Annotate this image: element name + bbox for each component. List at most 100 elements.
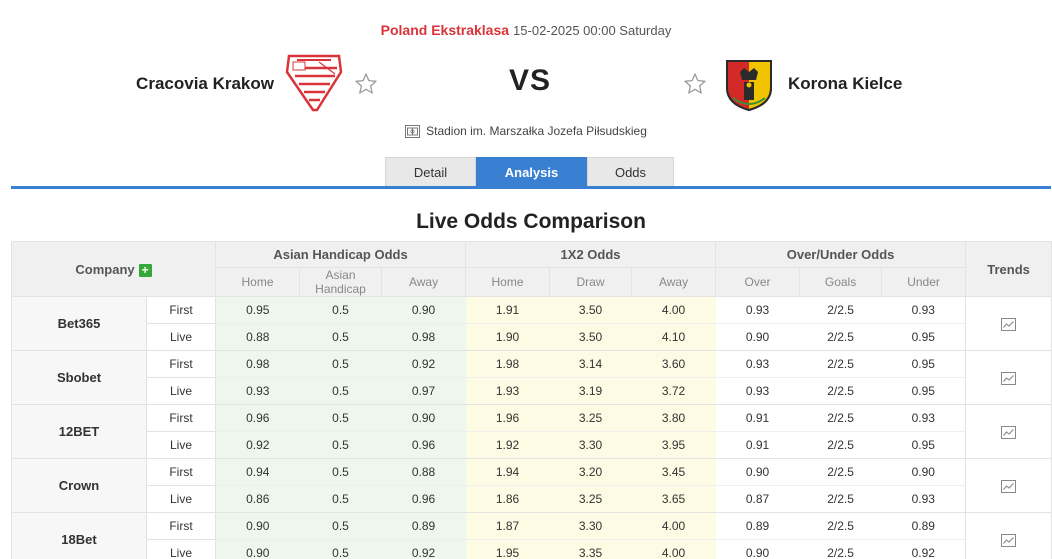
tab-detail[interactable]: Detail xyxy=(385,157,476,187)
ah-handicap-value[interactable]: 0.5 xyxy=(299,323,382,351)
line-chart-icon[interactable] xyxy=(1001,317,1017,331)
x12-away-value[interactable]: 3.72 xyxy=(631,377,716,405)
x12-away-value[interactable]: 4.00 xyxy=(631,296,716,324)
ah-home-value[interactable]: 0.92 xyxy=(215,431,300,459)
ah-handicap-value[interactable]: 0.5 xyxy=(299,485,382,513)
ou-under-value[interactable]: 0.92 xyxy=(881,539,966,559)
ah-home-value[interactable]: 0.98 xyxy=(215,350,300,378)
x12-draw-value[interactable]: 3.30 xyxy=(549,431,632,459)
x12-away-value[interactable]: 4.00 xyxy=(631,539,716,559)
ou-over-value[interactable]: 0.91 xyxy=(715,431,800,459)
favorite-away-star-icon[interactable] xyxy=(683,72,707,96)
trend-cell[interactable] xyxy=(965,404,1052,459)
company-name[interactable]: Bet365 xyxy=(11,296,147,351)
tab-odds[interactable]: Odds xyxy=(587,157,674,187)
ou-goals-value[interactable]: 2/2.5 xyxy=(799,431,882,459)
x12-draw-value[interactable]: 3.20 xyxy=(549,458,632,486)
x12-away-value[interactable]: 3.65 xyxy=(631,485,716,513)
ah-away-value[interactable]: 0.88 xyxy=(381,458,466,486)
home-team-logo[interactable] xyxy=(283,52,345,114)
x12-home-value[interactable]: 1.98 xyxy=(465,350,550,378)
company-name[interactable]: 12BET xyxy=(11,404,147,459)
x12-draw-value[interactable]: 3.19 xyxy=(549,377,632,405)
ou-goals-value[interactable]: 2/2.5 xyxy=(799,458,882,486)
ah-home-value[interactable]: 0.96 xyxy=(215,404,300,432)
x12-home-value[interactable]: 1.93 xyxy=(465,377,550,405)
line-chart-icon[interactable] xyxy=(1001,479,1017,493)
x12-home-value[interactable]: 1.95 xyxy=(465,539,550,559)
ah-home-value[interactable]: 0.90 xyxy=(215,539,300,559)
company-name[interactable]: Crown xyxy=(11,458,147,513)
ah-away-value[interactable]: 0.96 xyxy=(381,485,466,513)
league-name[interactable]: Poland Ekstraklasa xyxy=(380,22,510,38)
x12-draw-value[interactable]: 3.25 xyxy=(549,485,632,513)
ah-handicap-value[interactable]: 0.5 xyxy=(299,431,382,459)
ou-goals-value[interactable]: 2/2.5 xyxy=(799,512,882,540)
home-team-name[interactable]: Cracovia Krakow xyxy=(136,74,274,93)
trend-cell[interactable] xyxy=(965,512,1052,559)
line-chart-icon[interactable] xyxy=(1001,371,1017,385)
trend-cell[interactable] xyxy=(965,296,1052,351)
ou-under-value[interactable]: 0.89 xyxy=(881,512,966,540)
ou-goals-value[interactable]: 2/2.5 xyxy=(799,539,882,559)
x12-draw-value[interactable]: 3.25 xyxy=(549,404,632,432)
ou-over-value[interactable]: 0.93 xyxy=(715,296,800,324)
ah-home-value[interactable]: 0.94 xyxy=(215,458,300,486)
ah-away-value[interactable]: 0.92 xyxy=(381,350,466,378)
ah-handicap-value[interactable]: 0.5 xyxy=(299,458,382,486)
ah-away-value[interactable]: 0.89 xyxy=(381,512,466,540)
ah-away-value[interactable]: 0.90 xyxy=(381,296,466,324)
ou-under-value[interactable]: 0.95 xyxy=(881,350,966,378)
line-chart-icon[interactable] xyxy=(1001,425,1017,439)
x12-draw-value[interactable]: 3.30 xyxy=(549,512,632,540)
x12-away-value[interactable]: 3.45 xyxy=(631,458,716,486)
favorite-home-star-icon[interactable] xyxy=(354,72,378,96)
ah-home-value[interactable]: 0.90 xyxy=(215,512,300,540)
x12-home-value[interactable]: 1.87 xyxy=(465,512,550,540)
ah-handicap-value[interactable]: 0.5 xyxy=(299,377,382,405)
ah-handicap-value[interactable]: 0.5 xyxy=(299,296,382,324)
ah-away-value[interactable]: 0.98 xyxy=(381,323,466,351)
ou-over-value[interactable]: 0.91 xyxy=(715,404,800,432)
x12-draw-value[interactable]: 3.14 xyxy=(549,350,632,378)
tab-analysis[interactable]: Analysis xyxy=(476,157,587,187)
x12-away-value[interactable]: 3.95 xyxy=(631,431,716,459)
line-chart-icon[interactable] xyxy=(1001,533,1017,547)
x12-home-value[interactable]: 1.94 xyxy=(465,458,550,486)
ah-handicap-value[interactable]: 0.5 xyxy=(299,404,382,432)
x12-home-value[interactable]: 1.91 xyxy=(465,296,550,324)
trend-cell[interactable] xyxy=(965,458,1052,513)
ah-home-value[interactable]: 0.93 xyxy=(215,377,300,405)
ah-away-value[interactable]: 0.97 xyxy=(381,377,466,405)
ou-under-value[interactable]: 0.93 xyxy=(881,296,966,324)
x12-home-value[interactable]: 1.96 xyxy=(465,404,550,432)
ou-over-value[interactable]: 0.90 xyxy=(715,323,800,351)
ou-over-value[interactable]: 0.89 xyxy=(715,512,800,540)
ah-away-value[interactable]: 0.92 xyxy=(381,539,466,559)
ou-over-value[interactable]: 0.90 xyxy=(715,458,800,486)
ah-away-value[interactable]: 0.96 xyxy=(381,431,466,459)
x12-home-value[interactable]: 1.90 xyxy=(465,323,550,351)
ou-under-value[interactable]: 0.93 xyxy=(881,404,966,432)
ou-over-value[interactable]: 0.93 xyxy=(715,350,800,378)
ou-goals-value[interactable]: 2/2.5 xyxy=(799,296,882,324)
ou-under-value[interactable]: 0.95 xyxy=(881,323,966,351)
ou-goals-value[interactable]: 2/2.5 xyxy=(799,323,882,351)
x12-away-value[interactable]: 3.80 xyxy=(631,404,716,432)
x12-home-value[interactable]: 1.86 xyxy=(465,485,550,513)
trend-cell[interactable] xyxy=(965,350,1052,405)
company-name[interactable]: Sbobet xyxy=(11,350,147,405)
x12-draw-value[interactable]: 3.50 xyxy=(549,296,632,324)
away-team-logo[interactable] xyxy=(723,58,775,112)
ou-under-value[interactable]: 0.95 xyxy=(881,431,966,459)
x12-away-value[interactable]: 4.10 xyxy=(631,323,716,351)
ou-over-value[interactable]: 0.90 xyxy=(715,539,800,559)
ou-goals-value[interactable]: 2/2.5 xyxy=(799,485,882,513)
ah-home-value[interactable]: 0.88 xyxy=(215,323,300,351)
ah-handicap-value[interactable]: 0.5 xyxy=(299,512,382,540)
ou-goals-value[interactable]: 2/2.5 xyxy=(799,377,882,405)
add-company-plus-icon[interactable]: + xyxy=(138,263,152,277)
ou-over-value[interactable]: 0.93 xyxy=(715,377,800,405)
x12-away-value[interactable]: 3.60 xyxy=(631,350,716,378)
ah-handicap-value[interactable]: 0.5 xyxy=(299,350,382,378)
